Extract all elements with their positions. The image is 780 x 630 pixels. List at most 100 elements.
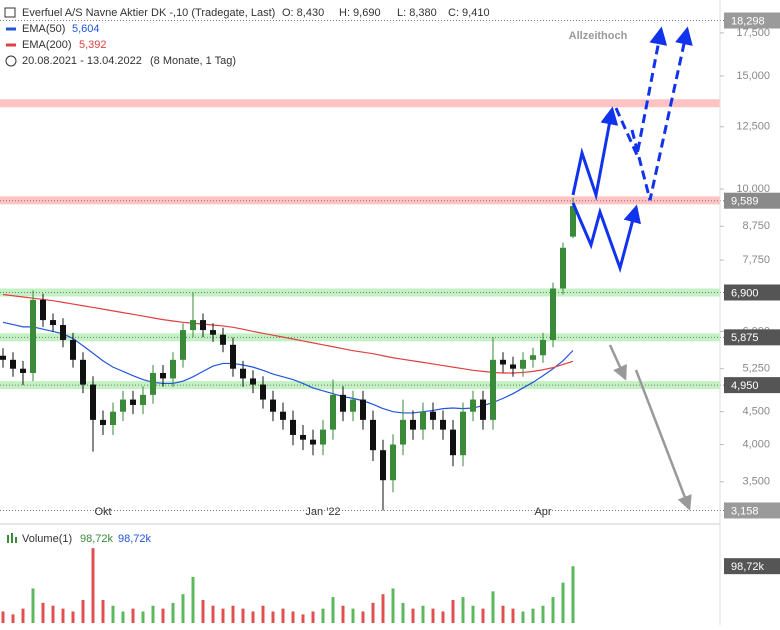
candle-body (440, 419, 446, 430)
candle-body (230, 344, 236, 369)
volume-bar (481, 608, 485, 623)
volume-bar (411, 608, 415, 623)
x-tick-label: Jan '22 (305, 506, 340, 518)
volume-bar (151, 605, 155, 623)
level-box (724, 329, 780, 346)
volume-bar (351, 608, 355, 623)
volume-box: 98,72k (724, 558, 780, 575)
candle-body (140, 394, 146, 405)
candle-body (100, 419, 106, 426)
candle-body (200, 320, 206, 331)
volume-bar (281, 608, 285, 623)
zone (0, 99, 720, 108)
chart-icon (4, 7, 16, 18)
candle-body (510, 364, 516, 369)
volume-bar (461, 597, 465, 623)
volume-box-label: 98,72k (731, 561, 765, 573)
arrow (571, 106, 619, 201)
candle-body (530, 355, 536, 360)
volume-bar (11, 614, 15, 623)
candle-body (300, 434, 306, 440)
period-note: (8 Monate, 1 Tag) (150, 55, 236, 67)
volume-bar (81, 599, 85, 623)
volume-bar (21, 608, 25, 623)
annotation: Allzeithoch (569, 30, 628, 42)
volume-bar (221, 608, 225, 623)
candle-body (370, 419, 376, 451)
volume-label: Volume(1) (22, 533, 72, 545)
candle-body (480, 399, 486, 420)
y-tick-label: 4,000 (742, 438, 770, 450)
candle-body (550, 288, 556, 340)
forecast-arrows (571, 26, 693, 511)
volume-bar (451, 599, 455, 623)
volume-bar (101, 599, 105, 623)
volume-bar (431, 608, 435, 623)
volume-bar (201, 599, 205, 623)
volume-bar (501, 605, 505, 623)
arrow (630, 26, 693, 201)
legend-label: EMA(50) (22, 23, 65, 35)
candle-body (430, 411, 436, 420)
volume-bar (41, 602, 45, 623)
volume-bar (251, 611, 255, 623)
candle-body (30, 299, 36, 373)
candle-body (270, 399, 276, 412)
candle-body (20, 368, 26, 373)
arrow (571, 202, 641, 274)
volume-bar (271, 611, 275, 623)
candle-body (10, 359, 16, 369)
volume-bar (141, 611, 145, 623)
volume-bar (231, 605, 235, 623)
level-box (724, 192, 780, 209)
level-box (724, 12, 780, 29)
candle-body (320, 429, 326, 445)
level-label: 5,875 (731, 332, 759, 344)
volume-bar (531, 608, 535, 623)
volume-bar (561, 582, 565, 623)
volume-average: 98,72k (118, 533, 152, 545)
volume-bar (61, 608, 65, 623)
volume-bar (371, 602, 375, 623)
ema-line (2, 321, 574, 414)
volume-bar (491, 591, 495, 623)
volume-bar (181, 594, 185, 623)
candle-body (330, 394, 336, 430)
volume-bar (441, 611, 445, 623)
candle-body (490, 359, 496, 420)
ohlc: C: 9,410 (448, 7, 490, 19)
candle-body (280, 411, 286, 420)
y-tick-label: 17,500 (736, 27, 770, 39)
candle-body (540, 339, 546, 356)
candle-body (500, 359, 506, 365)
candle-body (420, 411, 426, 430)
y-tick-label: 15,000 (736, 70, 770, 82)
candle-body (130, 399, 136, 405)
volume-bar (1, 611, 5, 623)
candle-body (240, 368, 246, 379)
volume-bar (401, 602, 405, 623)
volume-bar (121, 611, 125, 623)
volume-icon (7, 535, 9, 543)
y-tick-label: 7,750 (742, 254, 770, 266)
level-label: 4,950 (731, 380, 759, 392)
candle-body (360, 399, 366, 420)
volume-bar (71, 611, 75, 623)
candle-body (180, 330, 186, 360)
level-label: 3,158 (731, 505, 759, 517)
volume-bar (381, 594, 385, 623)
volume-bar (421, 605, 425, 623)
volume-bar (521, 611, 525, 623)
volume-bar (331, 597, 335, 623)
legend-value: 5,604 (72, 23, 100, 35)
level-box (724, 377, 780, 394)
candle-body (390, 444, 396, 481)
volume-value: 98,72k (80, 533, 114, 545)
volume-bar (551, 597, 555, 623)
volume-bar (171, 602, 175, 623)
candle-body (120, 399, 126, 412)
arrow (634, 369, 692, 511)
header: Everfuel A/S Navne Aktier DK -,10 (Trade… (4, 7, 490, 545)
volume-bar (31, 588, 35, 623)
candle-body (400, 419, 406, 445)
